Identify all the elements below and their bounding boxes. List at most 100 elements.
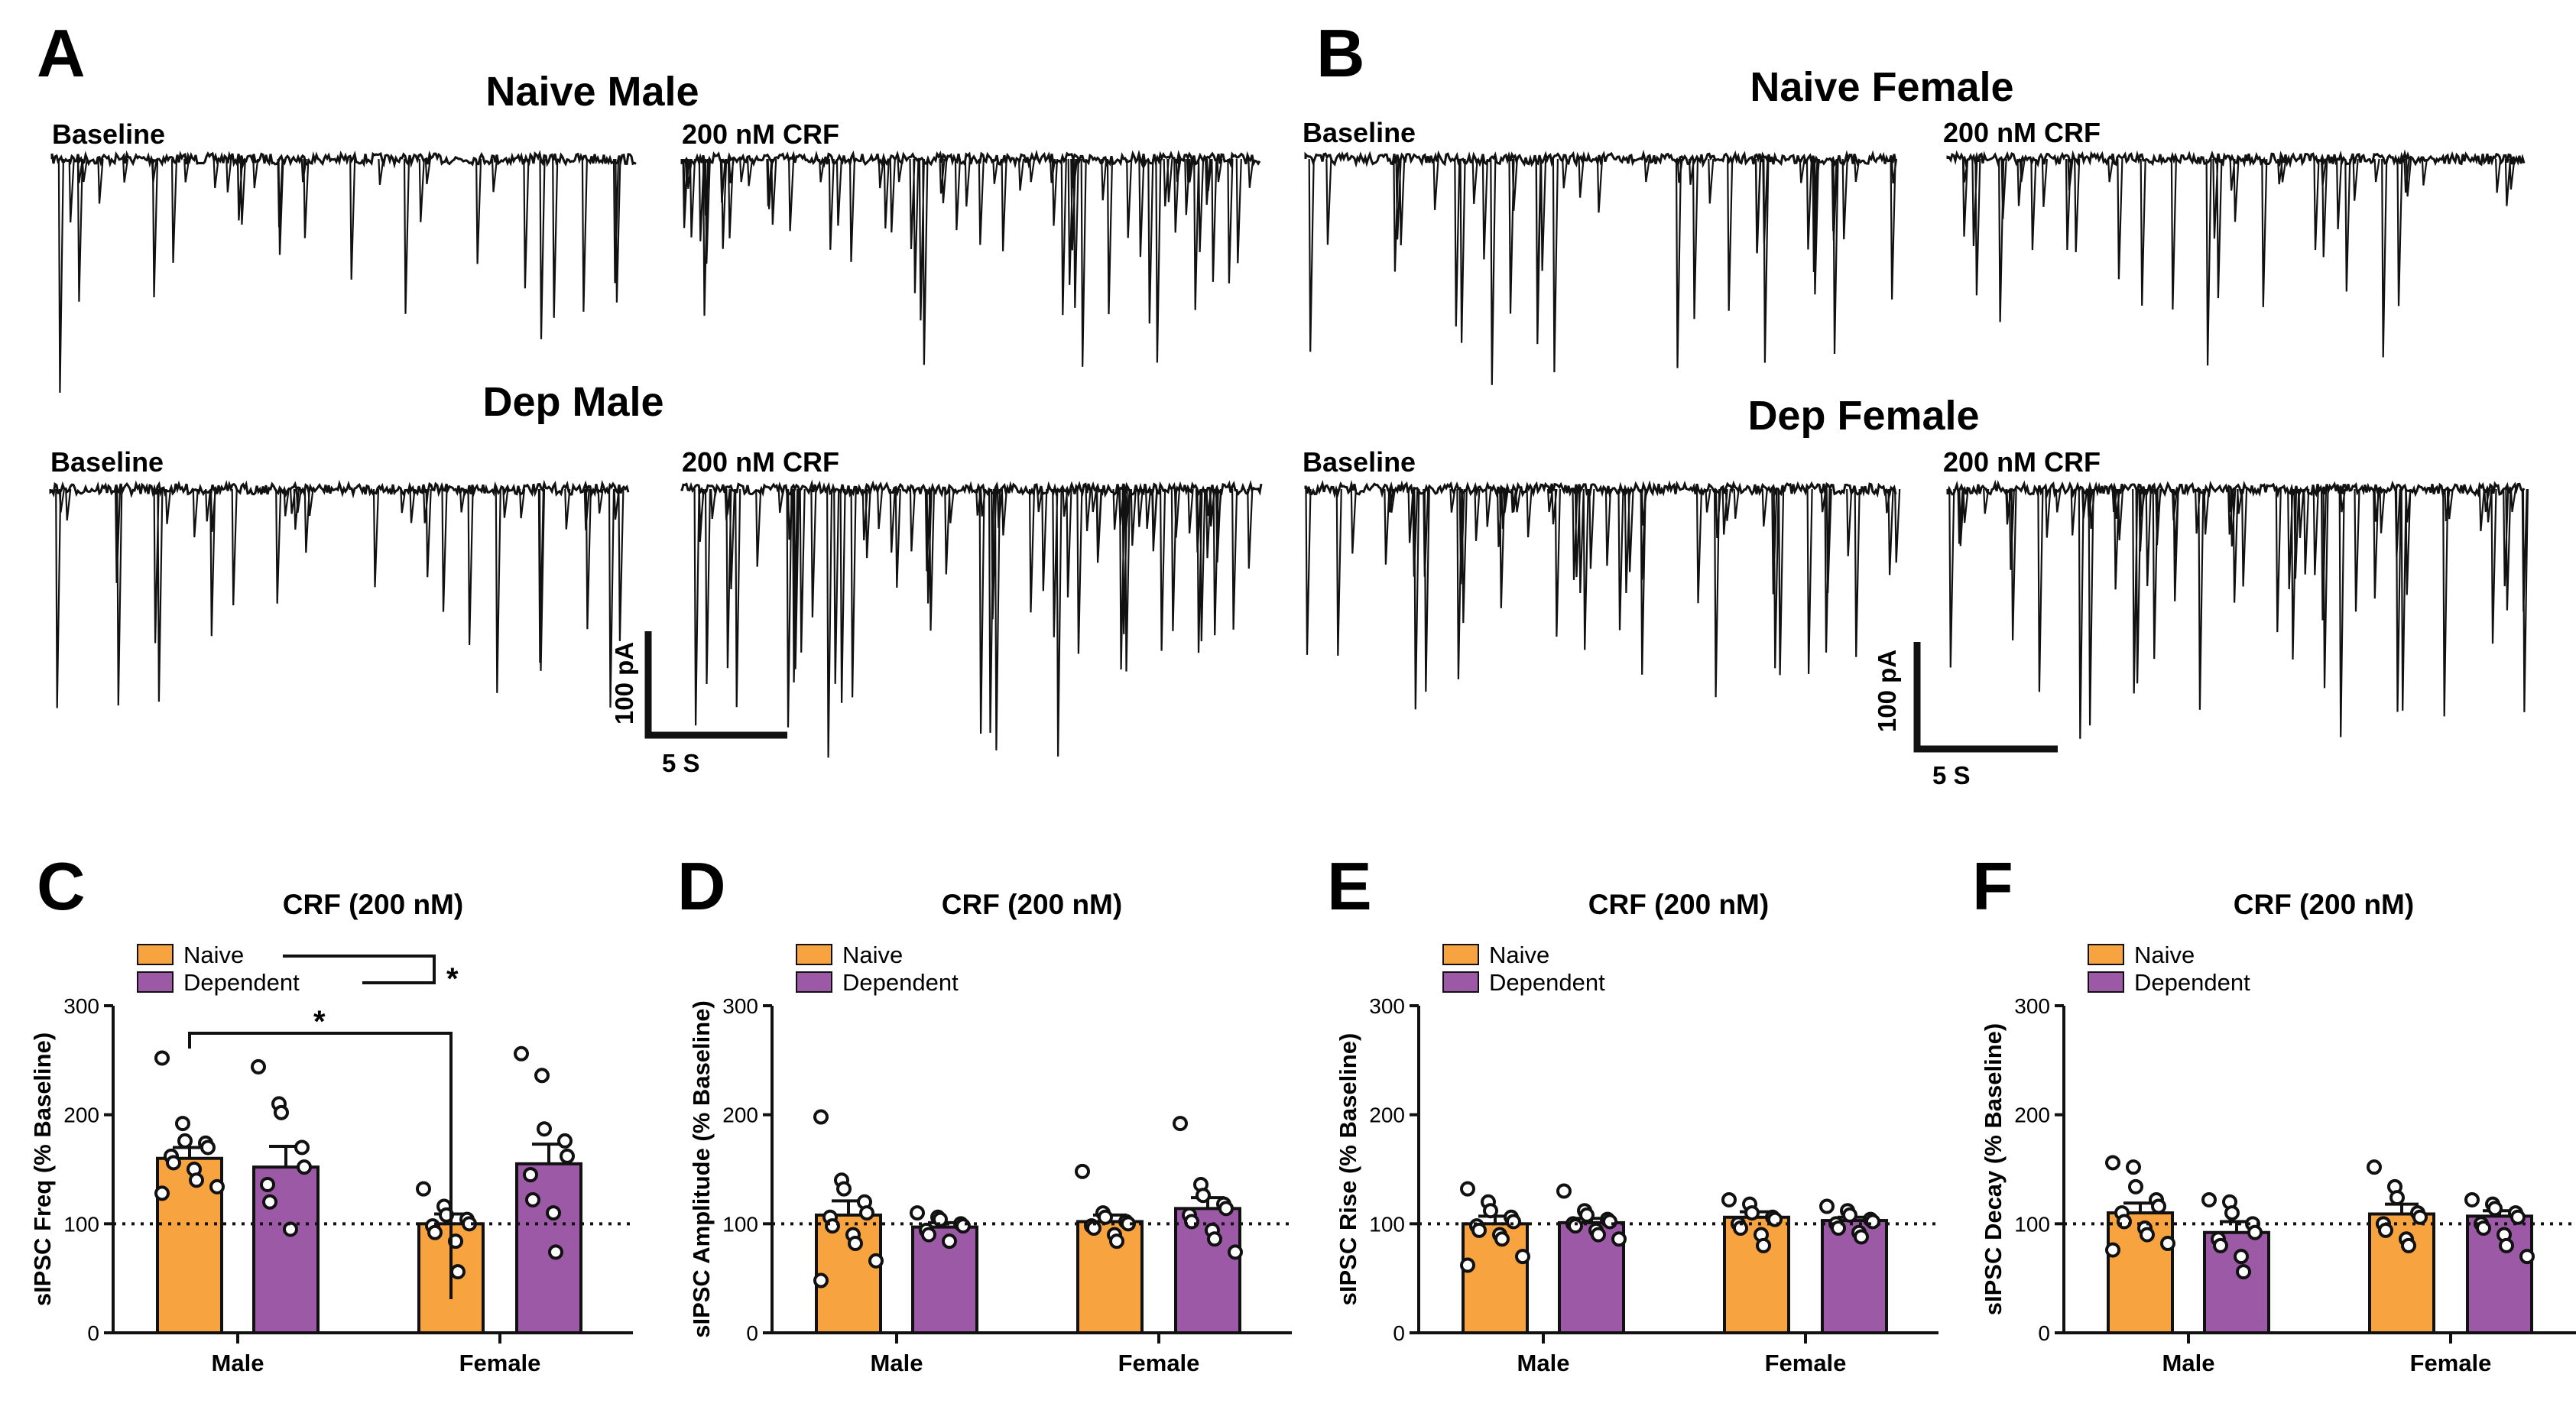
x-tick-label-male: Male xyxy=(2162,1350,2215,1376)
x-tick-label-female: Female xyxy=(459,1350,541,1376)
bar-dependent-female xyxy=(2466,1214,2533,1335)
y-tick-label: 0 xyxy=(746,1321,758,1345)
data-point xyxy=(1506,1214,1521,1230)
chart-title: CRF (200 nM) xyxy=(2234,889,2414,920)
data-point xyxy=(154,1050,170,1066)
legend-label-dependent: Dependent xyxy=(183,969,300,996)
chart-title: CRF (200 nM) xyxy=(1588,889,1769,920)
data-point xyxy=(1184,1214,1199,1230)
data-point xyxy=(1218,1201,1234,1217)
chart-panel-d: D CRF (200 nM) sIPSC Amplitude (% Baseline… xyxy=(677,848,1292,1376)
data-point xyxy=(1744,1205,1760,1221)
data-point xyxy=(2247,1224,2263,1240)
data-point xyxy=(514,1045,529,1062)
legend-label-dependent: Dependent xyxy=(842,969,959,996)
legend-swatch-naive xyxy=(2088,944,2124,965)
y-tick-label: 100 xyxy=(2014,1212,2050,1236)
legend-label-naive: Naive xyxy=(842,942,903,968)
data-point xyxy=(1460,1181,1475,1197)
significance-star-1: * xyxy=(446,962,459,996)
trace-label-dep-male-baseline: Baseline xyxy=(50,446,164,478)
y-axis-label: sIPSC Rise (% Baseline) xyxy=(1335,1033,1361,1306)
data-point xyxy=(1075,1163,1090,1179)
trace-label-dep-male-crf: 200 nM CRF xyxy=(682,446,839,478)
data-point xyxy=(813,1109,829,1125)
data-point xyxy=(1471,1222,1487,1238)
data-point xyxy=(2234,1249,2249,1265)
y-tick-label: 300 xyxy=(63,994,99,1018)
significance-bracket-legend xyxy=(283,955,436,984)
chart-panel-f: F CRF (200 nM) sIPSC Decay (% Baseline) 0 10… xyxy=(1972,848,2576,1376)
trace-label-dep-female-baseline: Baseline xyxy=(1303,446,1416,478)
data-point xyxy=(2128,1178,2143,1194)
y-tick-label: 300 xyxy=(1369,994,1405,1018)
data-point xyxy=(1611,1231,1627,1247)
scale-bar-a-pa-label: 100 pA xyxy=(610,642,638,724)
chart-title: CRF (200 nM) xyxy=(283,889,463,920)
data-point xyxy=(1756,1237,1771,1253)
trace-events xyxy=(693,488,1254,758)
data-point xyxy=(1173,1116,1188,1132)
data-point xyxy=(1721,1191,1737,1207)
data-point xyxy=(836,1181,852,1197)
y-tick-label: 100 xyxy=(722,1212,758,1236)
dep-male-title: Dep Male xyxy=(482,379,663,425)
trace-events xyxy=(1961,158,2516,366)
trace-label-naive-female-crf: 200 nM CRF xyxy=(1943,117,2101,148)
trace-naive-male-baseline xyxy=(50,149,637,393)
trace-noise xyxy=(50,149,637,169)
data-point xyxy=(523,1167,538,1183)
y-tick-label: 100 xyxy=(1369,1212,1405,1236)
chart-panel-c: C CRF (200 nM) sIPSC Freq (% Baseline) 0 100… xyxy=(29,848,633,1376)
data-point xyxy=(2412,1209,2428,1225)
trace-noise xyxy=(1304,149,1897,169)
data-point xyxy=(1568,1218,1583,1234)
data-point xyxy=(1207,1231,1222,1247)
data-point xyxy=(955,1218,971,1234)
legend-swatch-dependent xyxy=(2088,971,2124,993)
chart-title: CRF (200 nM) xyxy=(942,889,1122,920)
data-point xyxy=(1483,1203,1498,1219)
trace-noise xyxy=(1946,479,2526,499)
panel-letter-c: C xyxy=(37,848,86,924)
data-point xyxy=(2401,1237,2416,1253)
legend-swatch-dependent xyxy=(137,971,174,993)
data-point xyxy=(2151,1198,2166,1214)
x-tick-label-female: Female xyxy=(1118,1350,1200,1376)
y-tick-label: 0 xyxy=(2038,1321,2050,1345)
data-point xyxy=(1842,1207,1857,1223)
data-point xyxy=(177,1133,193,1149)
data-point xyxy=(1591,1227,1606,1243)
data-point xyxy=(2140,1227,2155,1243)
y-tick-label: 200 xyxy=(2014,1104,2050,1127)
data-point xyxy=(251,1058,266,1075)
data-point xyxy=(297,1159,312,1175)
data-point xyxy=(262,1194,277,1210)
data-point xyxy=(1854,1229,1869,1245)
dep-female-title: Dep Female xyxy=(1747,393,1979,439)
data-point xyxy=(921,1227,936,1243)
data-point xyxy=(2487,1201,2503,1217)
data-point xyxy=(825,1218,840,1234)
data-point xyxy=(1733,1220,1748,1237)
naive-male-title: Naive Male xyxy=(485,69,699,115)
data-point xyxy=(2105,1242,2120,1258)
data-point xyxy=(1228,1244,1243,1260)
data-point xyxy=(525,1191,540,1207)
trace-dep-male-baseline xyxy=(49,479,630,708)
data-point xyxy=(1494,1231,1510,1247)
legend-label-naive: Naive xyxy=(2134,942,2195,968)
data-point xyxy=(942,1233,957,1250)
legend-label-dependent: Dependent xyxy=(2134,969,2250,996)
data-point xyxy=(910,1205,925,1221)
scale-bar-lines-a xyxy=(644,631,787,739)
data-point xyxy=(1086,1220,1101,1237)
trace-noise xyxy=(49,479,630,499)
data-point xyxy=(1602,1214,1617,1230)
data-point xyxy=(2519,1249,2535,1265)
trace-naive-female-baseline xyxy=(1304,149,1898,385)
data-point xyxy=(450,1264,466,1280)
x-tick-label-female: Female xyxy=(1765,1350,1847,1376)
y-axis-label: sIPSC Amplitude (% Baseline) xyxy=(688,1000,715,1338)
